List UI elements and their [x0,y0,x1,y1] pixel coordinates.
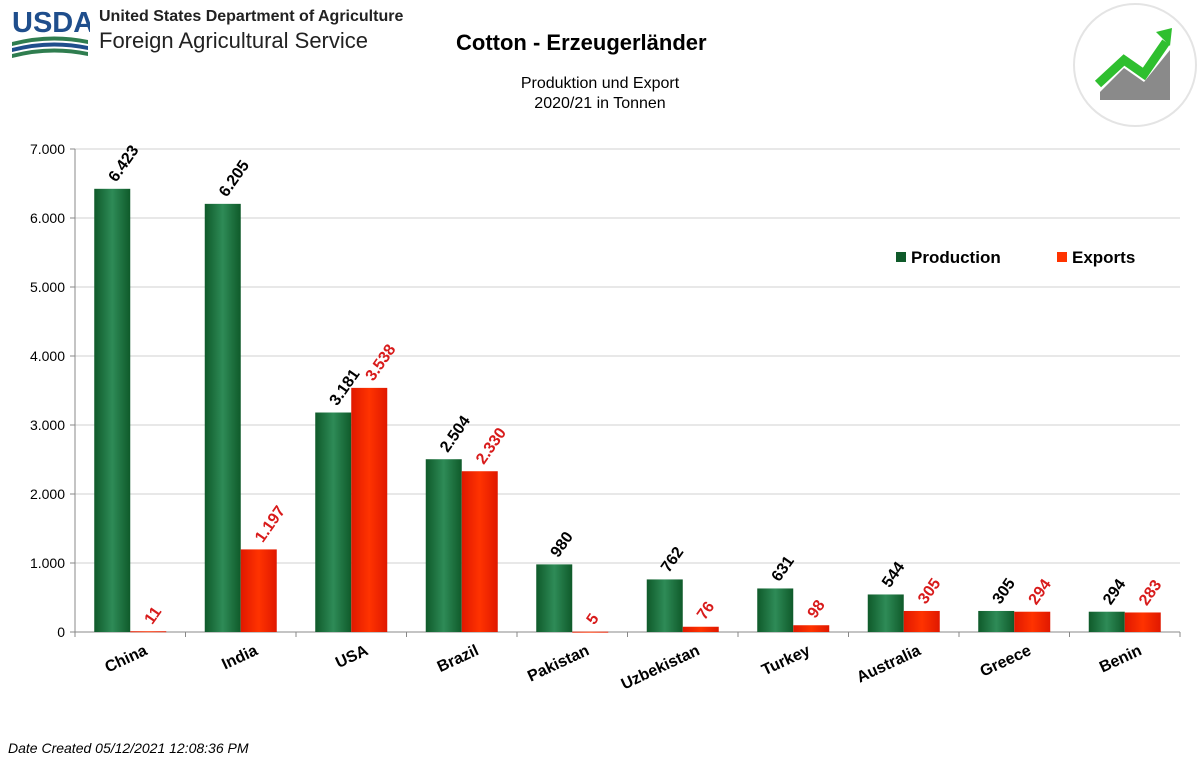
production-bar [978,610,1015,632]
exports-bar [1124,612,1161,632]
y-tick-label: 7.000 [30,141,65,157]
y-tick-label: 3.000 [30,417,65,433]
chart-title: Cotton - Erzeugerländer [456,30,707,55]
exports-bar [682,626,719,632]
usda-logo-text: USDA [12,7,90,39]
y-tick-label: 5.000 [30,279,65,295]
y-tick-label: 4.000 [30,348,65,364]
legend-exports-swatch [1057,252,1067,262]
production-bar [94,188,131,633]
exports-bar [572,631,609,633]
exports-data-label: 2.330 [473,425,510,468]
production-data-label: 305 [990,576,1019,608]
exports-data-label: 294 [1026,576,1055,608]
y-tick-label: 0 [57,624,65,640]
category-label: India [219,642,260,673]
production-data-label: 631 [769,553,798,585]
exports-bar [1014,611,1051,632]
legend-production-swatch [896,252,906,262]
category-label: Australia [854,642,923,686]
y-tick-label: 1.000 [30,555,65,571]
exports-data-label: 3.538 [363,342,400,385]
exports-bar [351,387,388,632]
production-data-label: 544 [879,559,908,591]
trend-up-icon [1073,3,1197,127]
production-bar [536,564,573,632]
chart-subtitle-line-2: 2020/21 in Tonnen [534,95,666,112]
production-data-label: 980 [548,529,577,561]
production-bar [757,588,794,632]
production-bar [425,459,462,632]
exports-data-label: 283 [1136,577,1165,609]
department-name: United States Department of Agriculture [99,8,404,25]
production-bar [204,203,241,633]
service-name: Foreign Agricultural Service [99,28,369,53]
chart-subtitle-line-1: Produktion und Export [520,75,680,92]
exports-bar [130,631,167,633]
exports-data-label: 5 [584,611,603,628]
exports-data-label: 1.197 [252,503,289,546]
category-label: Pakistan [525,642,592,685]
y-tick-label: 2.000 [30,486,65,502]
exports-data-label: 305 [915,576,944,608]
production-bar [315,412,352,632]
exports-bar [240,549,277,632]
category-label: Turkey [759,642,813,679]
category-label: Greece [978,642,1034,680]
usda-logo: USDA [12,7,90,58]
category-label: China [102,642,150,676]
production-data-label: 762 [658,544,687,576]
production-data-label: 6.205 [216,158,253,201]
exports-data-label: 76 [694,599,718,623]
category-label: USA [333,642,371,672]
category-label: Brazil [435,642,482,676]
production-data-label: 2.504 [437,413,474,456]
exports-bar [461,471,498,632]
exports-data-label: 98 [805,597,829,621]
exports-bar [903,610,940,632]
exports-data-label: 11 [142,604,166,628]
agency-block: United States Department of Agriculture … [99,8,403,54]
production-bar [1088,611,1125,632]
production-bar [867,594,904,632]
category-label: Benin [1097,642,1144,676]
category-label: Uzbekistan [619,642,703,693]
exports-bar [793,625,830,632]
y-tick-label: 6.000 [30,210,65,226]
production-data-label: 294 [1100,576,1129,608]
legend-exports-label: Exports [1072,248,1135,267]
production-bar [646,579,683,632]
legend-production-label: Production [911,248,1001,267]
date-created: Date Created 05/12/2021 12:08:36 PM [8,740,249,756]
